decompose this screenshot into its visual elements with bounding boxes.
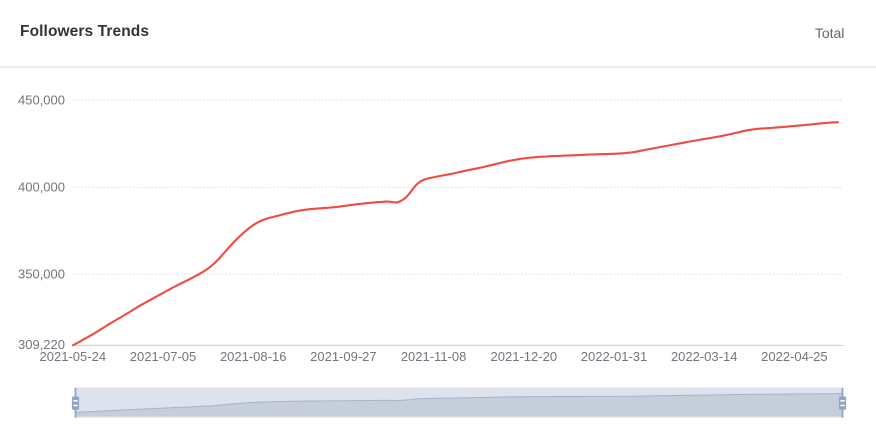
svg-text:2021-12-20: 2021-12-20 <box>491 349 558 364</box>
svg-text:450,000: 450,000 <box>18 93 65 108</box>
svg-text:2021-07-05: 2021-07-05 <box>130 349 197 364</box>
svg-text:2022-04-25: 2022-04-25 <box>761 349 828 364</box>
svg-text:2021-11-08: 2021-11-08 <box>401 349 467 364</box>
svg-text:400,000: 400,000 <box>18 180 65 195</box>
svg-text:350,000: 350,000 <box>18 267 65 282</box>
svg-text:2021-05-24: 2021-05-24 <box>40 349 107 364</box>
svg-text:2022-01-31: 2022-01-31 <box>581 349 648 364</box>
svg-text:309,220: 309,220 <box>18 337 65 352</box>
svg-text:2021-08-16: 2021-08-16 <box>220 349 287 364</box>
svg-text:2021-09-27: 2021-09-27 <box>310 349 377 364</box>
svg-text:2022-03-14: 2022-03-14 <box>671 349 738 364</box>
